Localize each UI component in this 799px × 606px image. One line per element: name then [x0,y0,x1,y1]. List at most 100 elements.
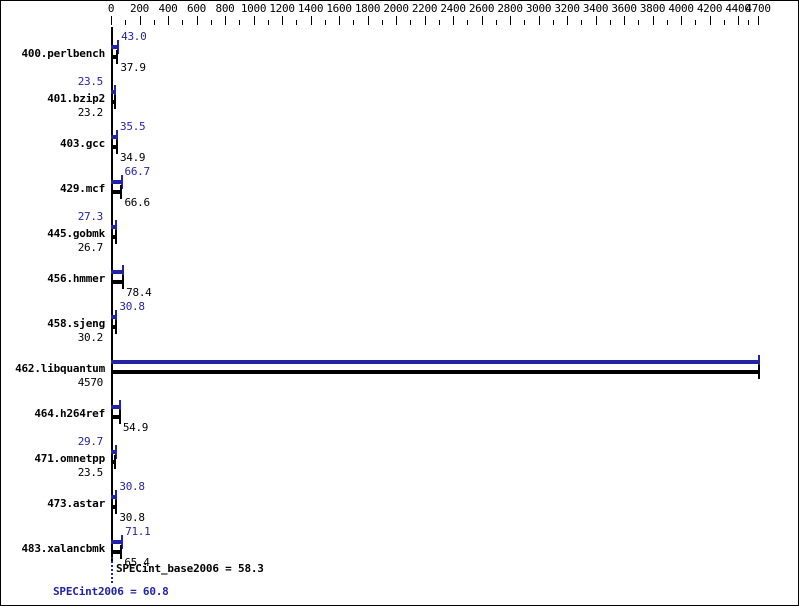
base-bar-endcap [116,50,119,64]
axis-tick-label: 600 [187,2,206,15]
peak-bar [111,405,119,409]
base-value-label: 26.7 [77,241,104,254]
axis-tick-major [367,16,369,25]
axis-baseline [111,27,113,561]
base-bar-endcap [114,455,117,469]
peak-bar-endcap [758,355,760,369]
axis-tick-minor [296,20,298,25]
benchmark-name-label: 458.sjeng [47,317,105,330]
benchmark-name-label: 445.gobmk [47,227,105,240]
base-value-label: 34.9 [119,151,146,164]
benchmark-name-label: 429.mcf [60,182,105,195]
x-axis: 0 200 400 600 800 1000 1200 1400 1600 1800 2000 220… [1,1,798,29]
base-value-label: 23.5 [77,466,104,479]
axis-tick-label: 800 [215,2,235,15]
base-bar [111,325,116,329]
axis-tick-label: 3600 [611,2,637,15]
benchmark-row: 403.gcc 35.5 34.9 [1,120,798,167]
axis-tick-label: 1000 [240,2,267,15]
axis-tick-minor [467,20,469,25]
base-bar-endcap [115,500,118,514]
axis-tick-label: 1400 [297,2,324,15]
base-bar-endcap [120,185,123,199]
base-value-label: 4570 [77,376,104,389]
peak-value-label: 35.5 [120,120,146,133]
base-bar [111,370,758,374]
axis-tick-major [111,16,112,25]
axis-tick-major [709,16,711,25]
axis-tick-minor [210,20,212,25]
benchmark-row: 458.sjeng 30.8 30.2 [1,300,798,347]
benchmark-row: 471.omnetpp 29.7 23.5 [1,435,798,482]
axis-tick-major [139,16,141,25]
axis-tick-minor [723,20,725,25]
axis-tick-major [624,16,625,25]
base-value-label: 78.4 [126,286,152,299]
base-value-label: 54.9 [122,421,149,434]
benchmark-name-label: 462.libquantum [15,362,105,375]
base-value-label: 30.8 [119,511,145,524]
base-bar-endcap [115,140,118,154]
benchmark-name-label: 471.omnetpp [34,452,105,465]
base-value-label: 66.6 [124,196,150,209]
axis-tick-major [567,16,568,25]
axis-tick-label: 4000 [668,2,694,15]
base-summary-label: SPECint_base2006 = 58.3 [116,562,264,575]
base-value-label: 65.4 [124,556,150,569]
axis-tick-major [168,16,169,25]
peak-bar-endcap [116,130,119,144]
axis-tick-label: 2600 [468,2,495,15]
axis-tick-major [681,16,682,25]
summary-area: SPECint_base2006 = 58.3 SPECint2006 = 60… [1,557,798,605]
benchmark-row: 400.perlbench 43.0 37.9 [1,30,798,77]
peak-value-label: 71.1 [125,525,151,538]
peak-bar-endcap [117,40,120,54]
base-value-label: 23.2 [77,106,104,119]
base-bar-endcap [122,275,125,289]
axis-tick-major [310,16,312,25]
axis-tick-label: 4200 [696,2,723,15]
axis-tick-label: 400 [158,2,178,15]
peak-value-label: 23.5 [77,75,104,88]
base-bar [111,235,115,239]
peak-summary-marker-line [111,557,113,585]
peak-bar [111,450,116,454]
axis-tick-minor [239,20,241,25]
axis-tick-minor [267,20,269,25]
base-bar-endcap [115,320,118,334]
axis-tick-minor [695,20,697,25]
base-bar [111,100,115,104]
axis-tick-minor [524,20,526,25]
axis-tick-major [282,16,283,25]
base-bar [111,280,123,284]
axis-tick-label: 1800 [354,2,381,15]
base-bar [111,190,121,194]
benchmark-name-label: 403.gcc [60,137,105,150]
base-bar-endcap [758,365,760,379]
axis-tick-label: 2400 [440,2,466,15]
benchmark-name-label: 456.hmmer [47,272,105,285]
axis-tick-label: 2000 [383,2,409,15]
peak-bar [111,360,758,364]
peak-bar-endcap [118,400,121,414]
benchmark-row: 401.bzip2 23.5 23.2 [1,75,798,122]
axis-tick-label: 3800 [639,2,666,15]
peak-value-label: 30.8 [119,300,145,313]
axis-tick-major [538,16,540,25]
axis-tick-label: 4700 [745,2,771,15]
axis-tick-minor [666,20,668,25]
benchmark-row: 456.hmmer 78.4 [1,257,798,302]
peak-bar [111,45,118,49]
axis-tick-major [424,16,426,25]
axis-tick-label: 1200 [269,2,295,15]
axis-tick-label: 2200 [411,2,438,15]
axis-tick-minor [381,20,383,25]
axis-tick-major [652,16,654,25]
axis-tick-major [396,16,397,25]
axis-tick-major [738,16,739,25]
peak-bar [111,135,117,139]
axis-tick-major [595,16,597,25]
peak-summary-label: SPECint2006 = 60.8 [53,585,169,598]
axis-tick-minor [153,20,155,25]
